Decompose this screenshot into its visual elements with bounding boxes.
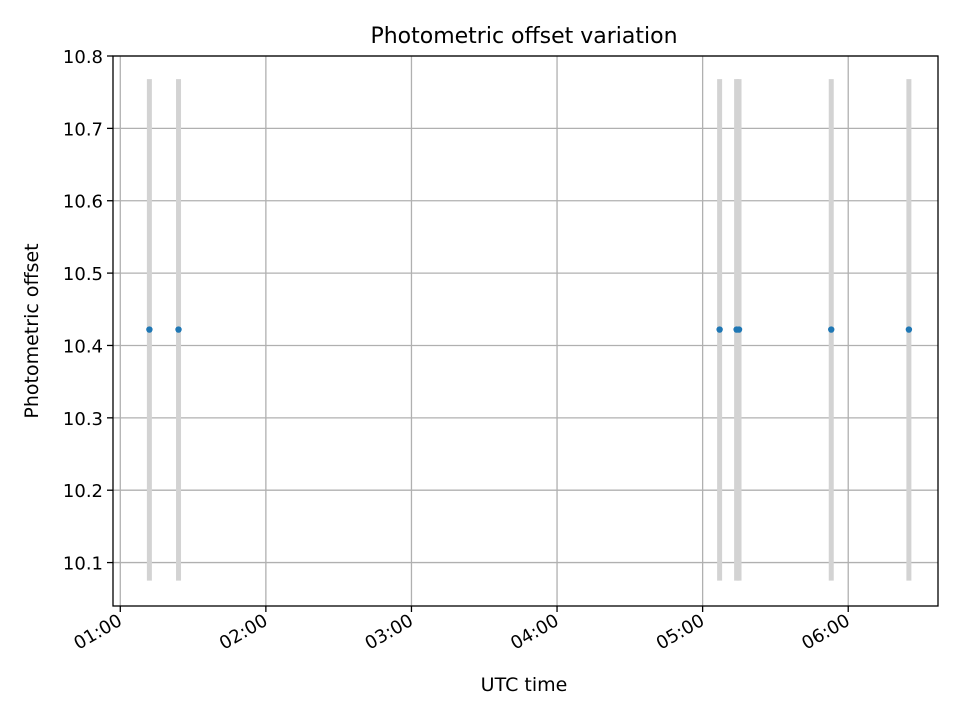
data-point bbox=[146, 326, 153, 333]
y-tick-label: 10.8 bbox=[63, 47, 103, 68]
data-point bbox=[735, 326, 743, 333]
x-tick-label: 02:00 bbox=[216, 610, 271, 654]
data-point bbox=[828, 326, 835, 333]
x-axis-label: UTC time bbox=[481, 674, 568, 696]
error-bars bbox=[146, 79, 912, 581]
y-tick-label: 10.3 bbox=[63, 409, 103, 430]
data-point bbox=[716, 326, 723, 333]
y-tick-label: 10.2 bbox=[63, 481, 103, 502]
x-tick-label: 05:00 bbox=[653, 610, 708, 654]
chart-title: Photometric offset variation bbox=[370, 24, 677, 49]
y-tick-label: 10.4 bbox=[63, 336, 103, 357]
x-tick-label: 06:00 bbox=[798, 610, 853, 654]
y-tick-label: 10.5 bbox=[63, 264, 103, 285]
y-tick-label: 10.1 bbox=[63, 554, 103, 575]
y-axis-label: Photometric offset bbox=[21, 243, 43, 418]
plot-frame bbox=[112, 55, 939, 607]
grid-layer bbox=[113, 55, 938, 606]
y-tick-label: 10.7 bbox=[63, 119, 103, 140]
data-point bbox=[175, 326, 182, 333]
data-points bbox=[146, 326, 913, 333]
x-tick-label: 03:00 bbox=[362, 610, 417, 654]
x-tick-label: 01:00 bbox=[70, 610, 125, 654]
x-tick-label: 04:00 bbox=[507, 610, 562, 654]
data-point bbox=[905, 326, 913, 333]
y-tick-label: 10.6 bbox=[63, 192, 103, 213]
